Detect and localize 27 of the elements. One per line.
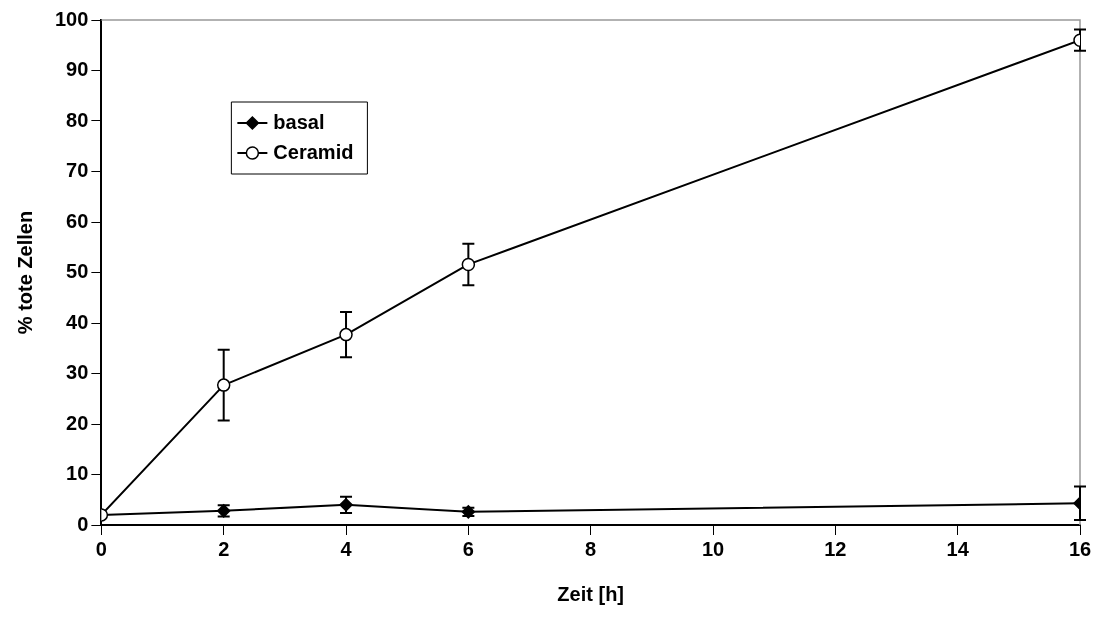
- x-tick-label: 16: [1068, 537, 1092, 560]
- y-tick-label: 100: [54, 7, 89, 30]
- y-tick-label: 50: [66, 260, 89, 283]
- y-axis-title: % tote Zellen: [13, 210, 36, 335]
- x-tick-label: 6: [462, 537, 474, 560]
- x-tick-label: 14: [946, 537, 970, 560]
- x-tick-label: 4: [340, 537, 353, 560]
- x-tick-label: 10: [701, 537, 725, 560]
- point: [339, 327, 353, 342]
- y-tick-label: 0: [77, 512, 89, 535]
- x-tick-label: 8: [585, 537, 597, 560]
- point: [461, 257, 476, 272]
- legend-label: Ceramid: [273, 140, 354, 163]
- y-tick-label: 60: [66, 209, 89, 232]
- y-tick-label: 20: [66, 411, 89, 434]
- legend-label: basal: [273, 110, 325, 133]
- y-tick-label: 70: [66, 159, 89, 182]
- point: [216, 378, 231, 392]
- y-tick-label: 80: [66, 108, 89, 131]
- y-tick-label: 10: [66, 462, 89, 485]
- x-axis-title: Zeit [h]: [557, 582, 625, 605]
- x-tick-label: 0: [95, 537, 107, 560]
- y-tick-label: 40: [66, 310, 89, 333]
- y-tick-label: 30: [66, 361, 89, 384]
- x-tick-label: 12: [824, 537, 847, 560]
- y-tick-label: 90: [66, 58, 89, 81]
- x-tick-label: 2: [218, 537, 230, 560]
